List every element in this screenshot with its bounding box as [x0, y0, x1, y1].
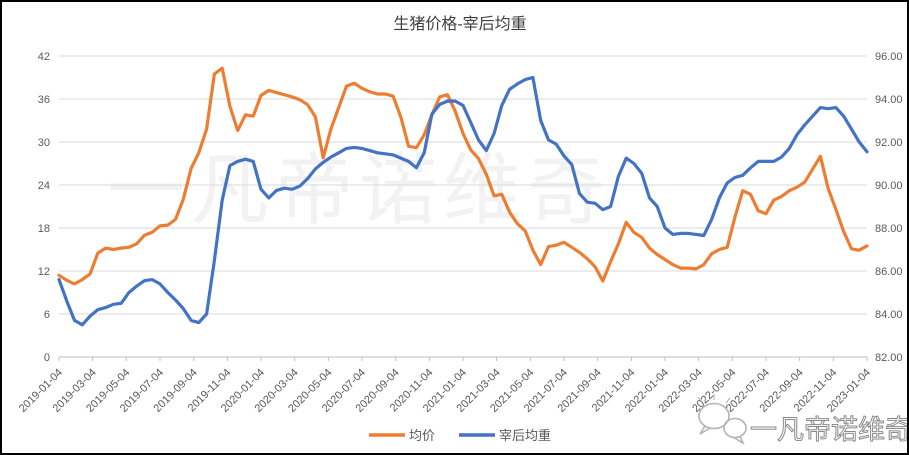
y-tick-label-left: 0 [44, 352, 50, 364]
chart-title: 生猪价格-宰后均重 [393, 15, 526, 33]
y-tick-label-right: 92.00 [875, 137, 903, 149]
wechat-chat-bubbles-icon [697, 394, 747, 445]
chart-series [57, 66, 869, 327]
y-tick-label-left: 24 [38, 180, 50, 192]
y-tick-label-right: 84.00 [875, 309, 903, 321]
bottom-right-watermark-text: 一凡帝诺维奇 [750, 415, 909, 445]
y-tick-label-left: 6 [44, 309, 50, 321]
series-line-carcass-weight [57, 75, 869, 327]
y-tick-label-right: 86.00 [875, 266, 903, 278]
y-tick-label-left: 18 [38, 223, 50, 235]
y-tick-label-right: 88.00 [875, 223, 903, 235]
y-tick-label-right: 94.00 [875, 94, 903, 106]
legend-item-carcass-weight: 宰后均重 [459, 428, 551, 443]
legend-item-avg-price: 均价 [369, 428, 435, 443]
chart-legend: 均价 宰后均重 [369, 428, 551, 443]
legend-label-avg-price: 均价 [409, 428, 435, 443]
y-tick-label-left: 12 [38, 266, 50, 278]
y-tick-label-left: 30 [38, 137, 50, 149]
y-tick-label-left: 36 [38, 94, 50, 106]
chart-grid [59, 55, 867, 358]
y-tick-label-right: 96.00 [875, 51, 903, 63]
y-tick-label-right: 90.00 [875, 180, 903, 192]
y-tick-label-left: 42 [38, 51, 50, 63]
center-watermark-text: 一凡帝诺维奇 [107, 146, 611, 234]
y-tick-label-right: 82.00 [875, 352, 903, 364]
legend-label-carcass-weight: 宰后均重 [499, 428, 551, 443]
series-line-avg-price [57, 66, 869, 286]
bottom-right-watermark: 一凡帝诺维奇 [697, 394, 909, 446]
